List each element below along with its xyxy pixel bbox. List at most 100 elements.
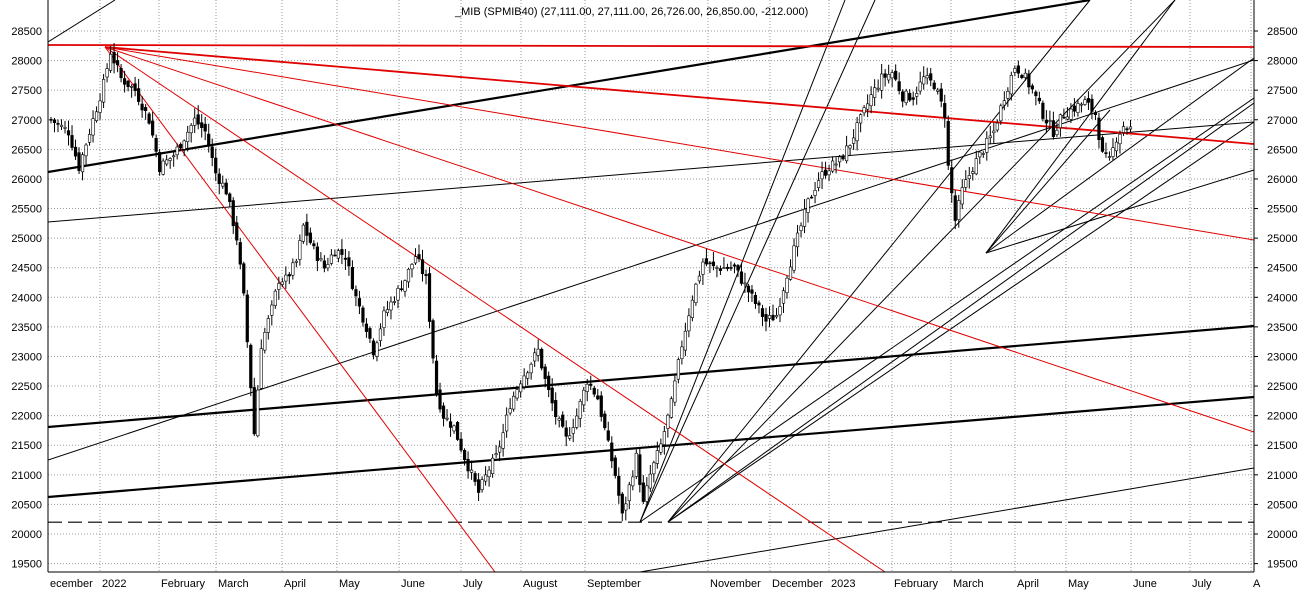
bar-body	[985, 137, 989, 153]
bar-body	[126, 80, 130, 88]
bar-body	[305, 221, 309, 236]
bar-body	[1093, 112, 1098, 115]
bar-body	[221, 182, 225, 187]
bar-body	[59, 124, 64, 127]
chart-title: _MIB (SPMIB40) (27,111.00, 27,111.00, 26…	[454, 6, 808, 18]
trendline-black	[667, 0, 1176, 523]
trendline-red	[104, 46, 496, 572]
bar-body	[915, 93, 919, 97]
bar-body	[536, 348, 540, 356]
bar-body	[245, 294, 249, 343]
bar-body	[939, 88, 943, 102]
y-tick-label-left: 20000	[11, 529, 42, 541]
bar-body	[648, 473, 652, 489]
bar-body	[729, 267, 733, 269]
bar-body	[343, 257, 348, 260]
bar-body	[466, 458, 470, 472]
bar-body	[161, 160, 165, 175]
bar-body	[410, 264, 414, 270]
bar-body	[708, 262, 712, 265]
bar-body	[1023, 72, 1027, 78]
bar-body	[277, 283, 281, 290]
bar-body	[988, 135, 992, 139]
bar-body	[434, 360, 439, 394]
bar-body	[189, 125, 193, 134]
trendline-black	[667, 102, 1254, 523]
bar-body	[680, 346, 684, 360]
bar-body	[564, 427, 568, 437]
bar-body	[697, 275, 701, 282]
axes-layer: 19500 19500 20000 20000 20500 20500 21000 21000…	[11, 0, 1298, 590]
bar-body	[624, 503, 628, 511]
bar-body	[473, 473, 477, 482]
bar-body	[666, 414, 670, 429]
bar-body	[1100, 137, 1105, 152]
trendline-black	[985, 109, 1111, 254]
trendline-black	[639, 97, 1254, 523]
bar-body	[1069, 108, 1073, 120]
bar-body	[911, 97, 915, 100]
bar-body	[491, 457, 495, 474]
bar-body	[462, 450, 467, 460]
bar-body	[350, 267, 355, 289]
y-tick-label-left: 24500	[11, 263, 42, 275]
bar-body	[809, 196, 814, 199]
y-tick-label-left: 25000	[11, 233, 42, 245]
bar-body	[420, 259, 425, 275]
bar-body	[364, 323, 369, 332]
x-tick-label: February	[161, 578, 206, 590]
bar-body	[140, 103, 144, 111]
bar-body	[687, 315, 691, 332]
bar-body	[368, 328, 372, 339]
bar-body	[242, 263, 246, 294]
bar-body	[452, 425, 456, 432]
x-tick-label: December	[772, 578, 823, 590]
bar-body	[322, 260, 326, 269]
bar-body	[862, 107, 866, 114]
bar-body	[214, 157, 218, 174]
bar-body	[263, 332, 267, 351]
bar-body	[715, 267, 719, 269]
bar-body	[897, 81, 901, 91]
bar-body	[757, 302, 761, 306]
bar-body	[101, 79, 106, 103]
bar-body	[519, 383, 523, 393]
bar-body	[1121, 126, 1126, 133]
bar-body	[287, 274, 291, 277]
x-tick-label: May	[1068, 578, 1089, 590]
bar-body	[133, 83, 137, 91]
bar-body	[659, 443, 663, 453]
bar-body	[1104, 152, 1108, 154]
bar-body	[406, 268, 411, 283]
bar-body	[484, 474, 488, 482]
bar-body	[774, 315, 779, 318]
bar-body	[378, 328, 383, 341]
price-bars-layer	[49, 43, 1133, 522]
bar-body	[256, 389, 260, 437]
y-tick-label-right: 25500	[1267, 204, 1298, 216]
bar-body	[592, 387, 596, 395]
bar-body	[505, 414, 509, 432]
x-tick-label: April	[284, 578, 306, 590]
y-tick-label-right: 25000	[1267, 233, 1298, 245]
bar-body	[238, 242, 242, 265]
bar-body	[1111, 147, 1115, 157]
bar-body	[771, 314, 775, 321]
bar-body	[403, 280, 407, 292]
bar-body	[711, 261, 716, 267]
y-tick-label-left: 23000	[11, 351, 42, 363]
bar-body	[228, 193, 232, 202]
bar-body	[413, 256, 418, 264]
trendline-black	[48, 395, 1254, 499]
bar-body	[953, 195, 957, 221]
bar-body	[158, 152, 162, 173]
bar-body	[441, 405, 446, 419]
y-tick-label-left: 19500	[11, 559, 42, 571]
bar-body	[964, 179, 968, 188]
bar-body	[357, 298, 362, 307]
bar-body	[638, 454, 642, 485]
bar-body	[781, 290, 786, 304]
bar-body	[946, 120, 950, 166]
bar-body	[582, 389, 586, 406]
x-tick-label: June	[1133, 578, 1157, 590]
